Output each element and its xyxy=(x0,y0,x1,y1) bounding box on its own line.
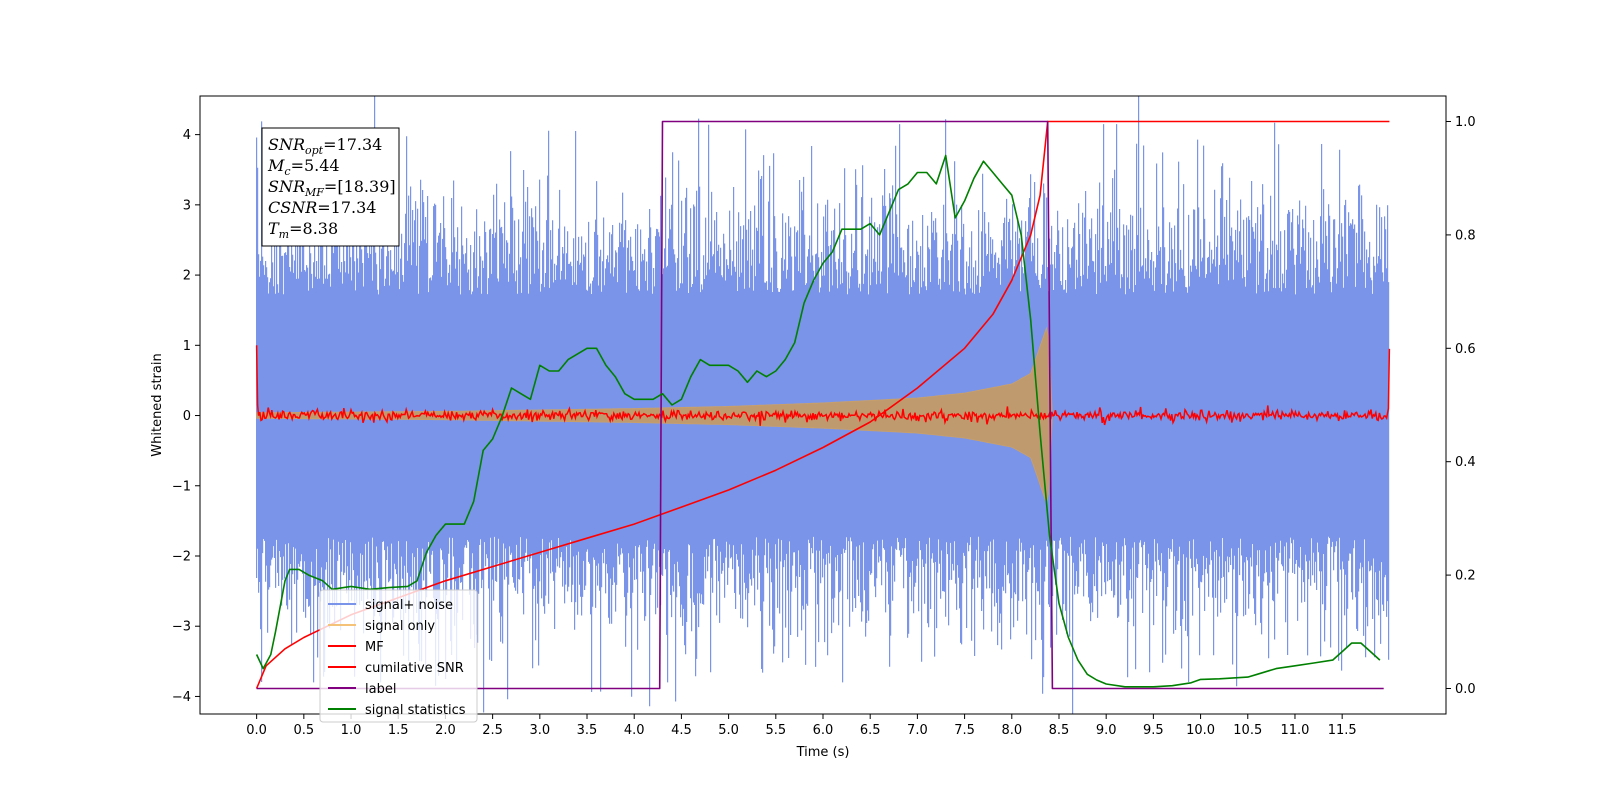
annotation-line: Mc=5.44 xyxy=(267,156,340,178)
annotation-line: Tm=8.38 xyxy=(268,219,338,241)
x-tick-label: 2.0 xyxy=(435,723,456,738)
y-tick-label: 1 xyxy=(183,339,191,354)
x-tick-label: 3.5 xyxy=(577,723,598,738)
y2-tick-label: 0.4 xyxy=(1455,455,1476,470)
legend-frame xyxy=(319,589,478,723)
annotation-line: CSNR=17.34 xyxy=(268,198,376,217)
legend-entry: signal+ noise xyxy=(365,598,453,613)
y-tick-label: −3 xyxy=(172,620,191,635)
x-tick-label: 7.5 xyxy=(954,723,975,738)
x-tick-label: 4.0 xyxy=(624,723,645,738)
x-tick-label: 9.0 xyxy=(1096,723,1117,738)
y-tick-label: 0 xyxy=(183,409,191,424)
legend-entry: signal only xyxy=(365,619,435,634)
x-tick-label: 6.5 xyxy=(860,723,881,738)
y-tick-label: 4 xyxy=(183,128,191,143)
legend: signal+ noise signal only MF cumilative SNR… xyxy=(319,589,478,723)
y2-tick-label: 1.0 xyxy=(1455,115,1476,130)
x-tick-label: 8.5 xyxy=(1049,723,1070,738)
x-tick-label: 6.0 xyxy=(813,723,834,738)
x-tick-label: 0.0 xyxy=(246,723,267,738)
series-mf xyxy=(255,345,1391,426)
y-tick-label: 3 xyxy=(183,198,191,213)
x-axis: 0.0 0.5 1.0 1.5 2.0 2.5 3.0 3.5 4.0 4.5 5.0 5.5 6.0 6… xyxy=(246,714,1357,738)
x-tick-label: 1.0 xyxy=(341,723,362,738)
x-axis-label: Time (s) xyxy=(796,745,850,760)
legend-entry: signal statistics xyxy=(365,703,466,718)
x-tick-label: 1.5 xyxy=(388,723,409,738)
y-axis-left: 4 3 2 1 0 −1 −2 −3 −4 xyxy=(172,128,200,705)
x-tick-label: 8.0 xyxy=(1001,723,1022,738)
x-tick-label: 2.5 xyxy=(482,723,503,738)
legend-entry: MF xyxy=(365,640,384,655)
x-tick-label: 7.0 xyxy=(907,723,928,738)
x-tick-label: 11.5 xyxy=(1328,723,1357,738)
x-tick-label: 9.5 xyxy=(1143,723,1164,738)
annotation-box: SNRopt=17.34Mc=5.44SNRMF=[18.39]CSNR=17.… xyxy=(261,127,400,247)
series-signal-statistics xyxy=(255,154,1381,688)
x-tick-label: 10.0 xyxy=(1186,723,1215,738)
y2-tick-label: 0.8 xyxy=(1455,228,1476,243)
x-tick-label: 11.0 xyxy=(1280,723,1309,738)
legend-entry: label xyxy=(365,682,396,697)
y-tick-label: −2 xyxy=(172,549,191,564)
annotation-line: SNRopt=17.34 xyxy=(268,135,382,157)
y2-tick-label: 0.0 xyxy=(1455,682,1476,697)
x-tick-label: 0.5 xyxy=(293,723,314,738)
x-tick-label: 5.0 xyxy=(718,723,739,738)
x-tick-label: 5.5 xyxy=(765,723,786,738)
y-tick-label: −1 xyxy=(172,479,191,494)
annotation-frame xyxy=(261,127,400,247)
y2-tick-label: 0.2 xyxy=(1455,569,1476,584)
series-label xyxy=(256,120,1384,690)
y-tick-label: −4 xyxy=(172,690,191,705)
x-tick-label: 3.0 xyxy=(529,723,550,738)
x-tick-label: 4.5 xyxy=(671,723,692,738)
y2-tick-label: 0.6 xyxy=(1455,342,1476,357)
legend-entry: cumilative SNR xyxy=(365,661,464,676)
y-axis-label: Whitened strain xyxy=(150,353,165,456)
y-tick-label: 2 xyxy=(183,269,191,284)
y-axis-right: 1.0 0.8 0.6 0.4 0.2 0.0 xyxy=(1446,115,1476,697)
annotation-line: SNRMF=[18.39] xyxy=(268,177,396,199)
x-tick-label: 10.5 xyxy=(1233,723,1262,738)
